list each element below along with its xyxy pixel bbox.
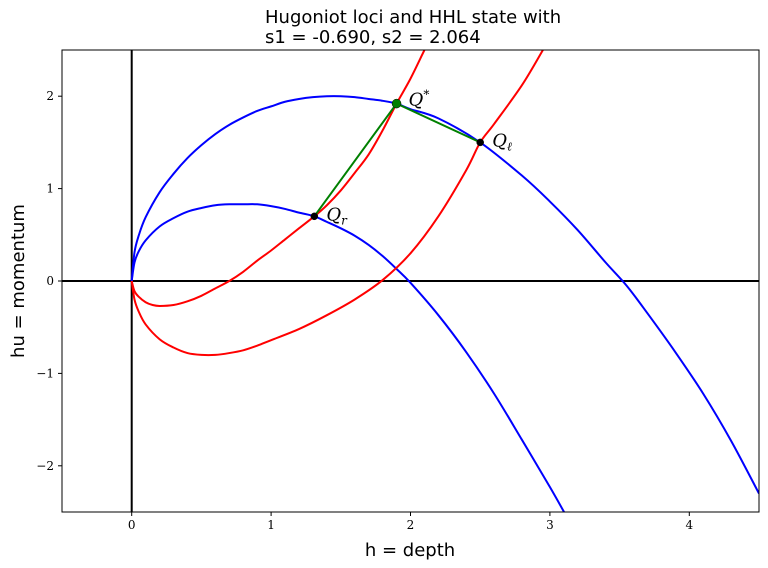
point-layer: Qℓ Qr Q* [310, 88, 512, 227]
state-label-Qstar: Q* [409, 88, 430, 111]
blue-curve-1 [130, 203, 566, 512]
state-point-Qr [310, 212, 319, 221]
blue-curve-0 [130, 95, 759, 494]
x-tick-label: 2 [407, 518, 415, 532]
state-label-Ql: Qℓ [492, 130, 512, 153]
plot-frame [61, 49, 760, 513]
state-point-Qstar [391, 98, 402, 109]
state-label-Qr: Qr [326, 204, 348, 227]
x-tick-label: 4 [685, 518, 693, 532]
y-tick-label: −1 [36, 366, 54, 380]
x-tick-label: 1 [267, 518, 275, 532]
x-tick-label: 3 [546, 518, 554, 532]
y-tick-label: −2 [36, 459, 54, 473]
y-tick-label: 2 [46, 89, 54, 103]
chart-title-line2: s1 = -0.690, s2 = 2.064 [265, 27, 481, 48]
chart-title-line1: Hugoniot loci and HHL state with [265, 7, 561, 28]
x-axis-label: h = depth [365, 540, 455, 561]
red-curve-3 [130, 50, 544, 357]
tick-layer: 0 1 2 3 4 −2 −1 0 1 2 [36, 89, 693, 532]
curve-layer [62, 50, 759, 512]
y-tick-label: 0 [46, 274, 54, 288]
x-tick-label: 0 [128, 518, 136, 532]
y-axis-label: hu = momentum [8, 204, 29, 358]
red-curve-2 [130, 50, 426, 307]
y-tick-label: 1 [46, 182, 54, 196]
state-point-Ql [476, 138, 484, 147]
green-curve-4 [313, 102, 481, 217]
